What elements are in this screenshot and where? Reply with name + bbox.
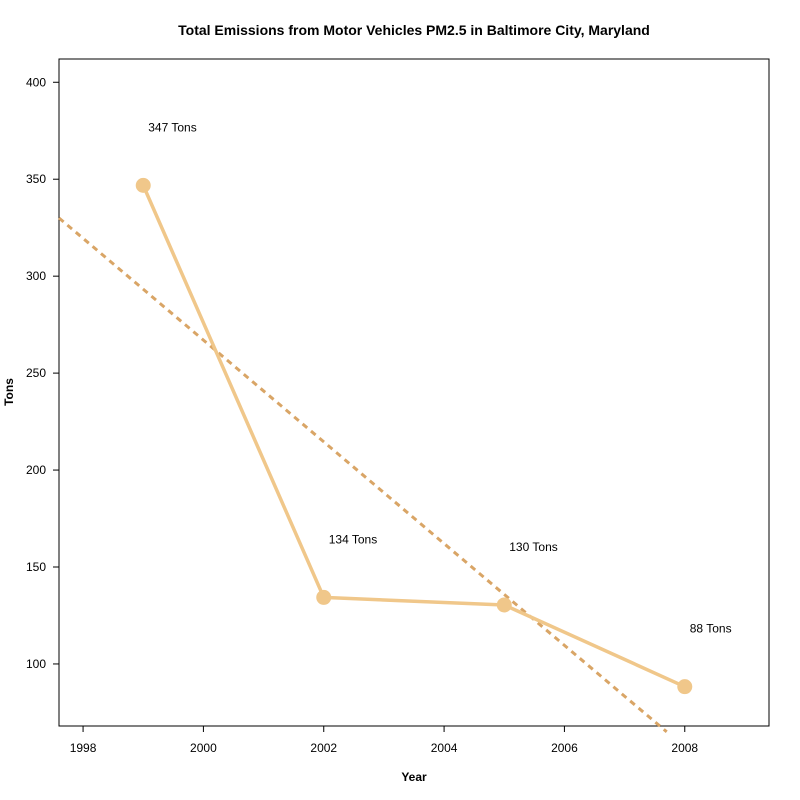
- y-axis-label: Tons: [2, 378, 16, 406]
- data-label: 347 Tons: [148, 120, 197, 134]
- trend-line: [58, 216, 668, 733]
- y-tick-label: 200: [26, 463, 46, 477]
- y-tick-label: 250: [26, 366, 46, 380]
- y-tick-label: 150: [26, 560, 46, 574]
- y-axis: 100 150 200 250 300 350 400: [26, 75, 59, 671]
- data-labels-group: 347 Tons 134 Tons 130 Tons 88 Tons: [148, 120, 731, 635]
- y-tick-label: 100: [26, 657, 46, 671]
- trend-line-group: [58, 216, 668, 733]
- x-tick-label: 1998: [70, 741, 97, 755]
- chart-title: Total Emissions from Motor Vehicles PM2.…: [178, 22, 650, 38]
- series-group: [135, 177, 693, 695]
- data-point: [496, 597, 512, 613]
- y-tick-label: 350: [26, 172, 46, 186]
- data-point: [677, 679, 693, 695]
- data-point: [135, 177, 151, 193]
- data-point: [316, 589, 332, 605]
- y-tick-label: 300: [26, 269, 46, 283]
- x-tick-label: 2002: [310, 741, 337, 755]
- x-axis: 1998 2000 2002 2004 2006 2008: [70, 726, 698, 755]
- x-tick-label: 2000: [190, 741, 217, 755]
- data-label: 88 Tons: [690, 622, 732, 636]
- data-label: 134 Tons: [329, 532, 378, 546]
- x-tick-label: 2004: [431, 741, 458, 755]
- y-tick-label: 400: [26, 75, 46, 89]
- x-axis-label: Year: [401, 770, 427, 784]
- x-tick-label: 2008: [671, 741, 698, 755]
- series-line: [141, 184, 686, 689]
- x-tick-label: 2006: [551, 741, 578, 755]
- plot-frame: [58, 58, 770, 727]
- data-label: 130 Tons: [509, 540, 558, 554]
